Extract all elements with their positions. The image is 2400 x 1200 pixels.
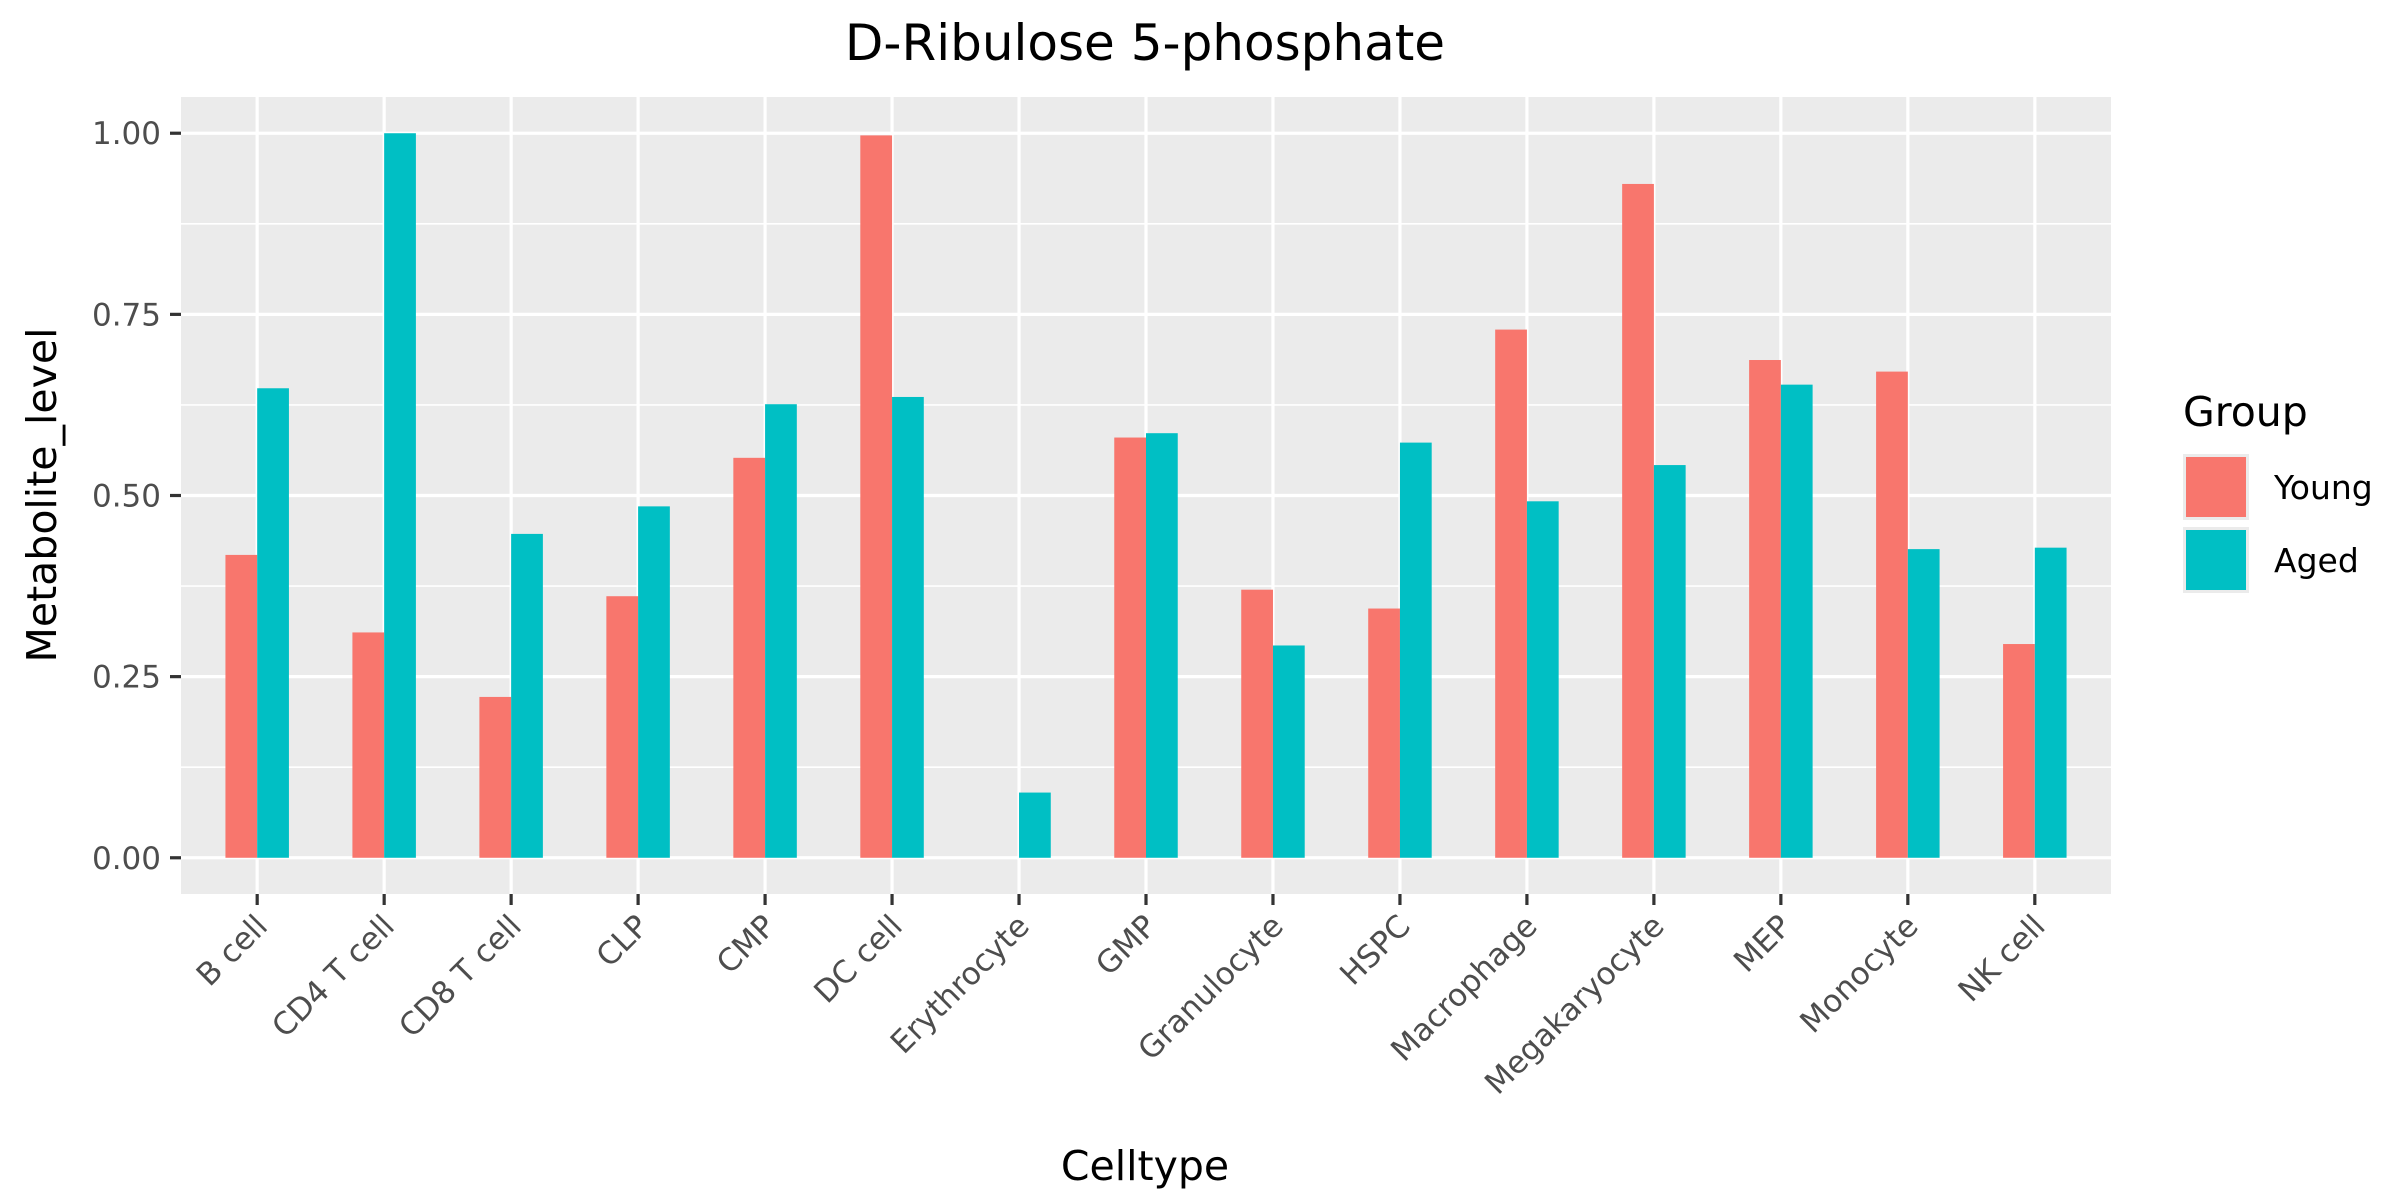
x-tick-label: B cell (190, 908, 275, 993)
bar-aged (1272, 645, 1305, 858)
bar-young (1495, 329, 1527, 858)
legend: Group Young Aged (2183, 388, 2373, 593)
y-axis-title: Metabolite_level (18, 328, 66, 663)
bar-young (733, 457, 766, 858)
y-tick-label: 0.50 (92, 479, 161, 515)
x-tick-label: DC cell (807, 908, 909, 1010)
bar-young (1368, 608, 1400, 858)
bar-young (352, 632, 385, 858)
bar-aged (765, 404, 797, 858)
y-tick-label: 0.25 (92, 660, 161, 696)
legend-key-young (2186, 457, 2246, 517)
bar-young (860, 135, 893, 858)
x-tick-label: CMP (710, 908, 783, 981)
legend-key-aged (2186, 530, 2246, 590)
x-tick-label: CLP (590, 908, 656, 974)
bar-aged (638, 506, 670, 858)
bar-young (1622, 183, 1654, 858)
bar-young (1876, 371, 1908, 858)
x-tick-label: CD8 T cell (392, 908, 529, 1045)
bar-aged (511, 533, 543, 858)
legend-label-young: Young (2273, 468, 2373, 507)
bars (225, 133, 2067, 858)
bar-aged (1780, 384, 1813, 858)
bar-aged (384, 133, 416, 858)
bar-young (225, 554, 258, 858)
y-tick-label: 1.00 (92, 116, 161, 152)
x-axis-title: Celltype (1061, 1142, 1229, 1190)
bar-young (2003, 644, 2035, 858)
bar-young (606, 596, 639, 858)
bar-young (1114, 437, 1146, 858)
y-tick-label: 0.75 (92, 297, 161, 333)
bar-aged (1526, 501, 1559, 858)
y-tick-label: 0.00 (92, 841, 161, 877)
bar-aged (1907, 549, 1940, 858)
bar-aged (1146, 433, 1178, 858)
x-tick-label: CD4 T cell (265, 908, 402, 1045)
x-tick-label: MEP (1727, 908, 1798, 979)
bar-aged (257, 388, 289, 858)
legend-title: Group (2183, 388, 2308, 436)
bar-aged (1019, 792, 1051, 858)
x-tick-label: HSPC (1333, 908, 1417, 992)
bar-aged (1399, 442, 1432, 858)
bar-young (479, 696, 512, 858)
legend-label-aged: Aged (2274, 541, 2359, 580)
bar-young (1749, 360, 1781, 858)
x-tick-label: Monocyte (1793, 908, 1925, 1040)
x-tick-label: NK cell (1952, 908, 2053, 1009)
bar-aged (2034, 547, 2067, 858)
x-tick-label: GMP (1089, 908, 1164, 983)
bar-aged (1653, 465, 1686, 858)
y-axis: 0.00 0.25 0.50 0.75 1.00 (92, 116, 181, 877)
bar-young (1241, 589, 1273, 858)
bar-aged (892, 396, 924, 858)
legend-items: Young Aged (2183, 454, 2373, 593)
chart-title: D-Ribulose 5-phosphate (845, 14, 1445, 72)
